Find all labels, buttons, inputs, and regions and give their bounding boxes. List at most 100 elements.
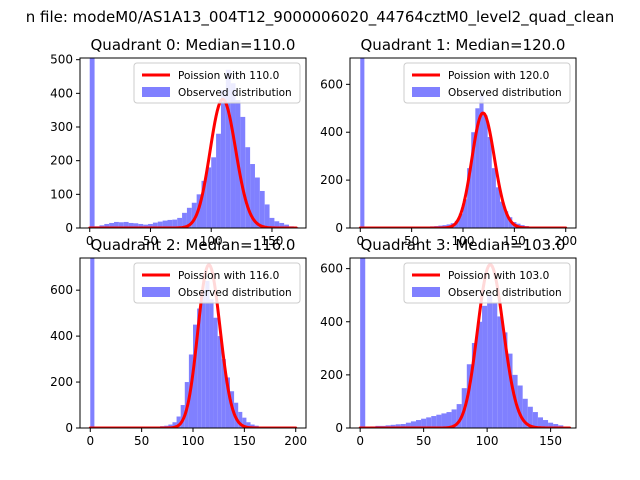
legend-box: [403, 62, 571, 104]
histogram-bar: [157, 221, 163, 228]
y-tick-label: 100: [50, 187, 73, 201]
histogram-bar: [259, 190, 265, 228]
y-tick-label: 300: [50, 120, 73, 134]
histogram-bar: [502, 332, 508, 428]
legend: Poission with 103.0 Observed distribution: [403, 262, 571, 304]
histogram-bar: [152, 222, 158, 228]
histogram-bar: [220, 89, 226, 228]
histogram-bar: [274, 221, 280, 228]
subplot-quadrant-1: 0 50 100 150 200 0 200 400 600 Quadrant 1: Median…: [320, 36, 577, 248]
histogram-bar: [133, 223, 139, 228]
histogram-bar: [390, 424, 396, 428]
x-tick-label: 0: [356, 234, 364, 248]
histogram-bar: [104, 223, 110, 228]
poisson-curve: [358, 111, 568, 228]
y-tick-label: 200: [50, 154, 73, 168]
histogram-bar: [177, 217, 183, 228]
histogram-bar: [527, 406, 533, 428]
y-tick-label: 200: [50, 375, 73, 389]
y-tick-label: 0: [335, 221, 343, 235]
histogram-bar: [246, 422, 251, 428]
x-tick-label: 50: [143, 234, 158, 248]
histogram-bar: [421, 418, 427, 428]
histogram-bar: [471, 132, 476, 228]
histogram-bar: [395, 424, 401, 428]
histogram-bar: [217, 336, 222, 428]
histogram-bar: [205, 280, 210, 428]
y-tick-label: 400: [50, 329, 73, 343]
histogram-bar: [487, 137, 492, 228]
histogram-bar: [456, 404, 462, 428]
plot-area: [358, 258, 572, 428]
histogram-bar: [482, 305, 488, 428]
poisson-curve: [88, 97, 298, 228]
histogram-bar: [193, 324, 198, 428]
histogram-bar: [360, 58, 365, 228]
histogram-bar: [114, 221, 119, 228]
x-tick-label: 50: [134, 434, 149, 448]
histogram-bar: [471, 343, 477, 428]
histogram-bar: [216, 133, 221, 228]
histogram-bar: [548, 422, 554, 428]
legend: Poission with 116.0 Observed distribution: [133, 262, 301, 304]
legend-box: [133, 262, 301, 304]
histogram-bar: [483, 115, 488, 228]
subplot-quadrant-3: 0 50 100 150 0 200 400 600 Quadrant 3: Median=10…: [320, 236, 577, 448]
histogram-bar: [441, 413, 447, 428]
y-tick-label: 200: [320, 173, 343, 187]
poisson-curve: [358, 263, 572, 428]
subplot-title: Quadrant 3: Median=103.0: [361, 236, 566, 254]
legend-entry-poisson: Poission with 116.0: [178, 270, 279, 282]
histogram-bar: [405, 422, 411, 428]
histogram-bar: [487, 295, 493, 428]
histogram-bar: [167, 219, 173, 228]
histogram-bar: [479, 93, 484, 228]
histogram-bar: [431, 416, 437, 428]
x-tick-label: 150: [539, 434, 562, 448]
subplot-quadrant-0: 0 50 100 150 0 100 200 300 400 500 Quadrant 0: Med…: [50, 36, 307, 248]
x-tick-label: 100: [200, 234, 223, 248]
x-tick-label: 100: [452, 234, 475, 248]
legend: Poission with 120.0 Observed distribution: [403, 62, 571, 104]
histogram-bar: [109, 222, 115, 228]
histogram-bar: [240, 116, 246, 228]
x-tick-label: 0: [86, 234, 94, 248]
histogram-bar: [225, 69, 231, 228]
legend-entry-poisson: Poission with 120.0: [448, 70, 549, 82]
histogram-bar: [467, 168, 472, 228]
histogram-bar: [254, 177, 260, 228]
histogram-bar: [497, 316, 503, 428]
histogram-bar: [458, 213, 463, 228]
x-tick-label: 200: [284, 434, 307, 448]
histogram-bar: [416, 420, 422, 428]
legend-bar-swatch: [412, 87, 440, 97]
histogram-bar: [279, 222, 285, 228]
y-tick-label: 0: [65, 221, 73, 235]
x-tick-label: 150: [503, 234, 526, 248]
histogram-bar: [209, 299, 214, 428]
histogram-bar: [221, 359, 226, 428]
legend-entry-observed: Observed distribution: [178, 287, 292, 299]
histogram-bar: [507, 353, 513, 428]
histogram-bar: [492, 303, 498, 428]
x-tick-label: 50: [416, 434, 431, 448]
histogram-bar: [451, 409, 457, 428]
histogram-bar: [269, 217, 275, 228]
legend: Poission with 110.0 Observed distribution: [133, 62, 301, 104]
histogram-bar: [242, 417, 247, 428]
subplot-title: Quadrant 1: Median=120.0: [361, 36, 566, 54]
subplot-title: Quadrant 2: Median=116.0: [91, 236, 296, 254]
subplot-quadrant-2: 0 50 100 150 200 0 200 400 600 Quadrant 2: Median…: [50, 236, 307, 448]
histogram-bar: [499, 201, 505, 228]
histogram-bar: [491, 168, 496, 228]
histogram-bar: [225, 377, 230, 428]
y-tick-label: 600: [320, 77, 343, 91]
histogram-bar: [211, 157, 217, 228]
histogram-bar: [426, 417, 432, 428]
x-tick-label: 0: [356, 434, 364, 448]
legend-box: [403, 262, 571, 304]
y-tick-label: 500: [50, 53, 73, 67]
histogram-bar: [463, 199, 468, 228]
subplot-title: Quadrant 0: Median=110.0: [91, 36, 296, 54]
